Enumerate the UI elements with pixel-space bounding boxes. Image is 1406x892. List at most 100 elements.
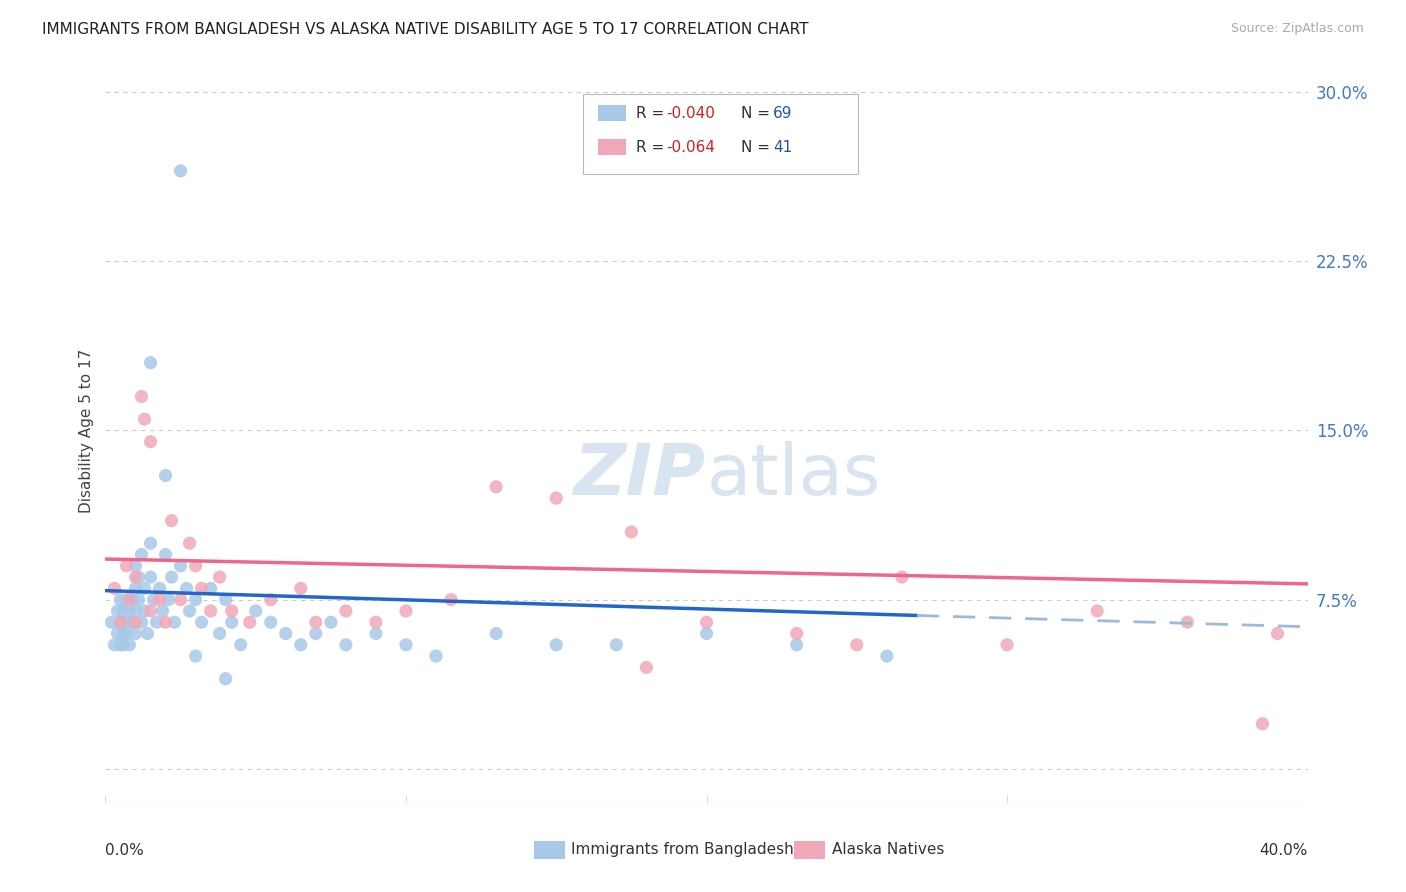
Point <box>115 615 138 630</box>
Point <box>115 558 138 573</box>
Point <box>221 615 243 630</box>
Point <box>169 164 191 178</box>
Point <box>546 491 568 505</box>
Point <box>200 604 222 618</box>
Point <box>145 615 167 630</box>
Text: -0.064: -0.064 <box>666 140 716 154</box>
Point <box>134 604 156 618</box>
Point <box>485 480 508 494</box>
Point <box>118 592 141 607</box>
Point <box>112 626 135 640</box>
Point <box>155 615 177 630</box>
Point <box>184 649 207 664</box>
Point <box>139 604 162 618</box>
Text: IMMIGRANTS FROM BANGLADESH VS ALASKA NATIVE DISABILITY AGE 5 TO 17 CORRELATION C: IMMIGRANTS FROM BANGLADESH VS ALASKA NAT… <box>42 22 808 37</box>
Point <box>110 615 132 630</box>
Point <box>395 604 418 618</box>
Point <box>208 626 231 640</box>
Point <box>142 592 165 607</box>
Point <box>190 615 212 630</box>
Y-axis label: Disability Age 5 to 17: Disability Age 5 to 17 <box>79 348 94 513</box>
Point <box>221 604 243 618</box>
Point <box>169 592 191 607</box>
Point <box>160 570 183 584</box>
Point <box>121 592 143 607</box>
Text: R =: R = <box>636 106 669 120</box>
Point <box>169 558 191 573</box>
Point <box>100 615 122 630</box>
Point <box>157 592 180 607</box>
Point <box>364 615 387 630</box>
Point <box>124 558 146 573</box>
Point <box>845 638 868 652</box>
Point <box>546 638 568 652</box>
Point <box>190 582 212 596</box>
Point <box>335 638 357 652</box>
Text: 41: 41 <box>773 140 793 154</box>
Point <box>115 592 138 607</box>
Point <box>136 626 159 640</box>
Point <box>395 638 418 652</box>
Point <box>636 660 658 674</box>
Point <box>139 570 162 584</box>
Point <box>112 604 135 618</box>
Point <box>440 592 463 607</box>
Point <box>274 626 297 640</box>
Point <box>107 604 129 618</box>
Point <box>134 412 156 426</box>
Point <box>184 558 207 573</box>
Point <box>1175 615 1198 630</box>
Point <box>890 570 912 584</box>
Text: 69: 69 <box>773 106 793 120</box>
Point <box>148 582 170 596</box>
Point <box>786 626 808 640</box>
Point <box>163 615 186 630</box>
Point <box>115 626 138 640</box>
Text: Alaska Natives: Alaska Natives <box>832 842 945 856</box>
Text: -0.040: -0.040 <box>666 106 716 120</box>
Point <box>107 626 129 640</box>
Point <box>696 626 718 640</box>
Point <box>131 548 153 562</box>
Point <box>214 672 236 686</box>
Point <box>110 615 132 630</box>
Point <box>335 604 357 618</box>
Point <box>160 514 183 528</box>
Point <box>620 524 643 539</box>
Point <box>124 582 146 596</box>
Point <box>1251 716 1274 731</box>
Point <box>260 615 283 630</box>
Point <box>1267 626 1289 640</box>
Point <box>184 592 207 607</box>
Point <box>131 615 153 630</box>
Point <box>139 356 162 370</box>
Point <box>605 638 627 652</box>
Text: ZIP: ZIP <box>574 441 707 509</box>
Point <box>876 649 898 664</box>
Point <box>200 582 222 596</box>
Point <box>121 615 143 630</box>
Point <box>786 638 808 652</box>
Text: atlas: atlas <box>707 441 882 509</box>
Point <box>208 570 231 584</box>
Point <box>319 615 342 630</box>
Point <box>290 638 312 652</box>
Point <box>1085 604 1108 618</box>
Point <box>124 570 146 584</box>
Point <box>128 592 150 607</box>
Point <box>229 638 252 652</box>
Point <box>124 604 146 618</box>
Point <box>139 434 162 449</box>
Point <box>214 592 236 607</box>
Point <box>696 615 718 630</box>
Point <box>103 582 125 596</box>
Point <box>110 592 132 607</box>
Point <box>155 468 177 483</box>
Text: N =: N = <box>741 140 775 154</box>
Point <box>305 615 328 630</box>
Point <box>112 638 135 652</box>
Point <box>176 582 198 596</box>
Text: 0.0%: 0.0% <box>105 844 145 858</box>
Point <box>995 638 1018 652</box>
Text: 40.0%: 40.0% <box>1260 844 1308 858</box>
